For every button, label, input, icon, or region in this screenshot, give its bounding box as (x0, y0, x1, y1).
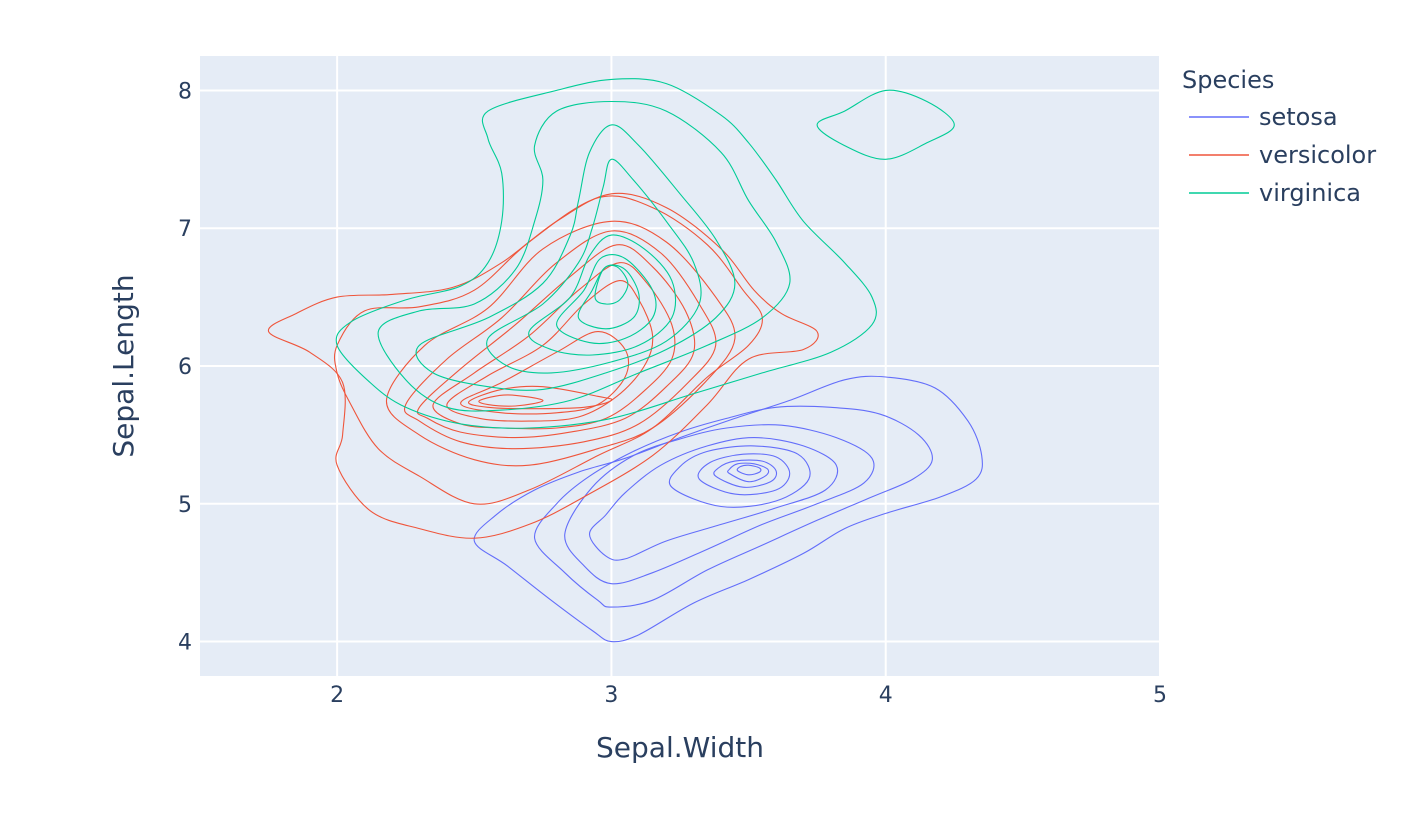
contour-line-versicolor (404, 230, 717, 450)
contour-line-virginica (816, 89, 955, 160)
y-tick-label: 6 (178, 355, 192, 380)
contour-line-versicolor (478, 394, 544, 407)
x-tick-label: 3 (604, 683, 618, 708)
contour-line-virginica (577, 264, 640, 330)
contour-line-setosa (668, 445, 811, 508)
contour-line-versicolor (416, 244, 696, 439)
y-tick-label: 4 (178, 631, 192, 656)
legend-item-virginica[interactable]: virginica (1189, 179, 1361, 207)
contour-line-virginica (335, 78, 877, 429)
contour-line-setosa (564, 424, 875, 585)
legend-label-setosa: setosa (1259, 103, 1338, 131)
contour-line-versicolor (460, 331, 630, 415)
legend-label-versicolor: versicolor (1259, 141, 1376, 169)
y-tick-label: 8 (178, 79, 192, 104)
legend-title: Species (1182, 66, 1274, 94)
legend-items[interactable]: setosa versicolor virginica (1189, 103, 1376, 207)
contour-line-setosa (713, 459, 778, 488)
y-tick-label: 7 (178, 217, 192, 242)
tick-labels: 2 3 4 5 4 5 6 7 8 (178, 79, 1167, 708)
y-axis-title: Sepal.Length (107, 274, 140, 457)
contour-line-setosa (736, 464, 762, 476)
y-tick-label: 5 (178, 493, 192, 518)
x-tick-label: 2 (330, 683, 344, 708)
contour-line-setosa (534, 405, 933, 608)
contour-line-versicolor (333, 195, 763, 505)
contour-line-virginica (415, 124, 736, 391)
contour-line-setosa (588, 437, 839, 561)
legend-label-virginica: virginica (1259, 179, 1361, 207)
series-setosa (473, 375, 983, 643)
x-tick-label: 5 (1153, 683, 1167, 708)
series-virginica (335, 78, 955, 429)
legend-item-versicolor[interactable]: versicolor (1189, 141, 1376, 169)
contour-line-setosa (697, 453, 791, 496)
legend[interactable]: Species setosa versicolor virginica (1182, 66, 1376, 207)
contour-line-virginica (594, 264, 629, 305)
contour-line-virginica (528, 234, 677, 356)
x-axis-title: Sepal.Width (596, 731, 764, 764)
contour-line-setosa (727, 462, 770, 483)
contour-line-virginica (556, 254, 657, 345)
contour-line-setosa (473, 375, 983, 643)
x-tick-label: 4 (879, 683, 893, 708)
contour-line-versicolor (468, 385, 613, 410)
legend-item-setosa[interactable]: setosa (1189, 103, 1338, 131)
contour-line-virginica (486, 158, 702, 374)
contour-line-virginica (377, 100, 791, 412)
contour-line-versicolor (446, 280, 654, 422)
contour-layer (268, 78, 983, 643)
